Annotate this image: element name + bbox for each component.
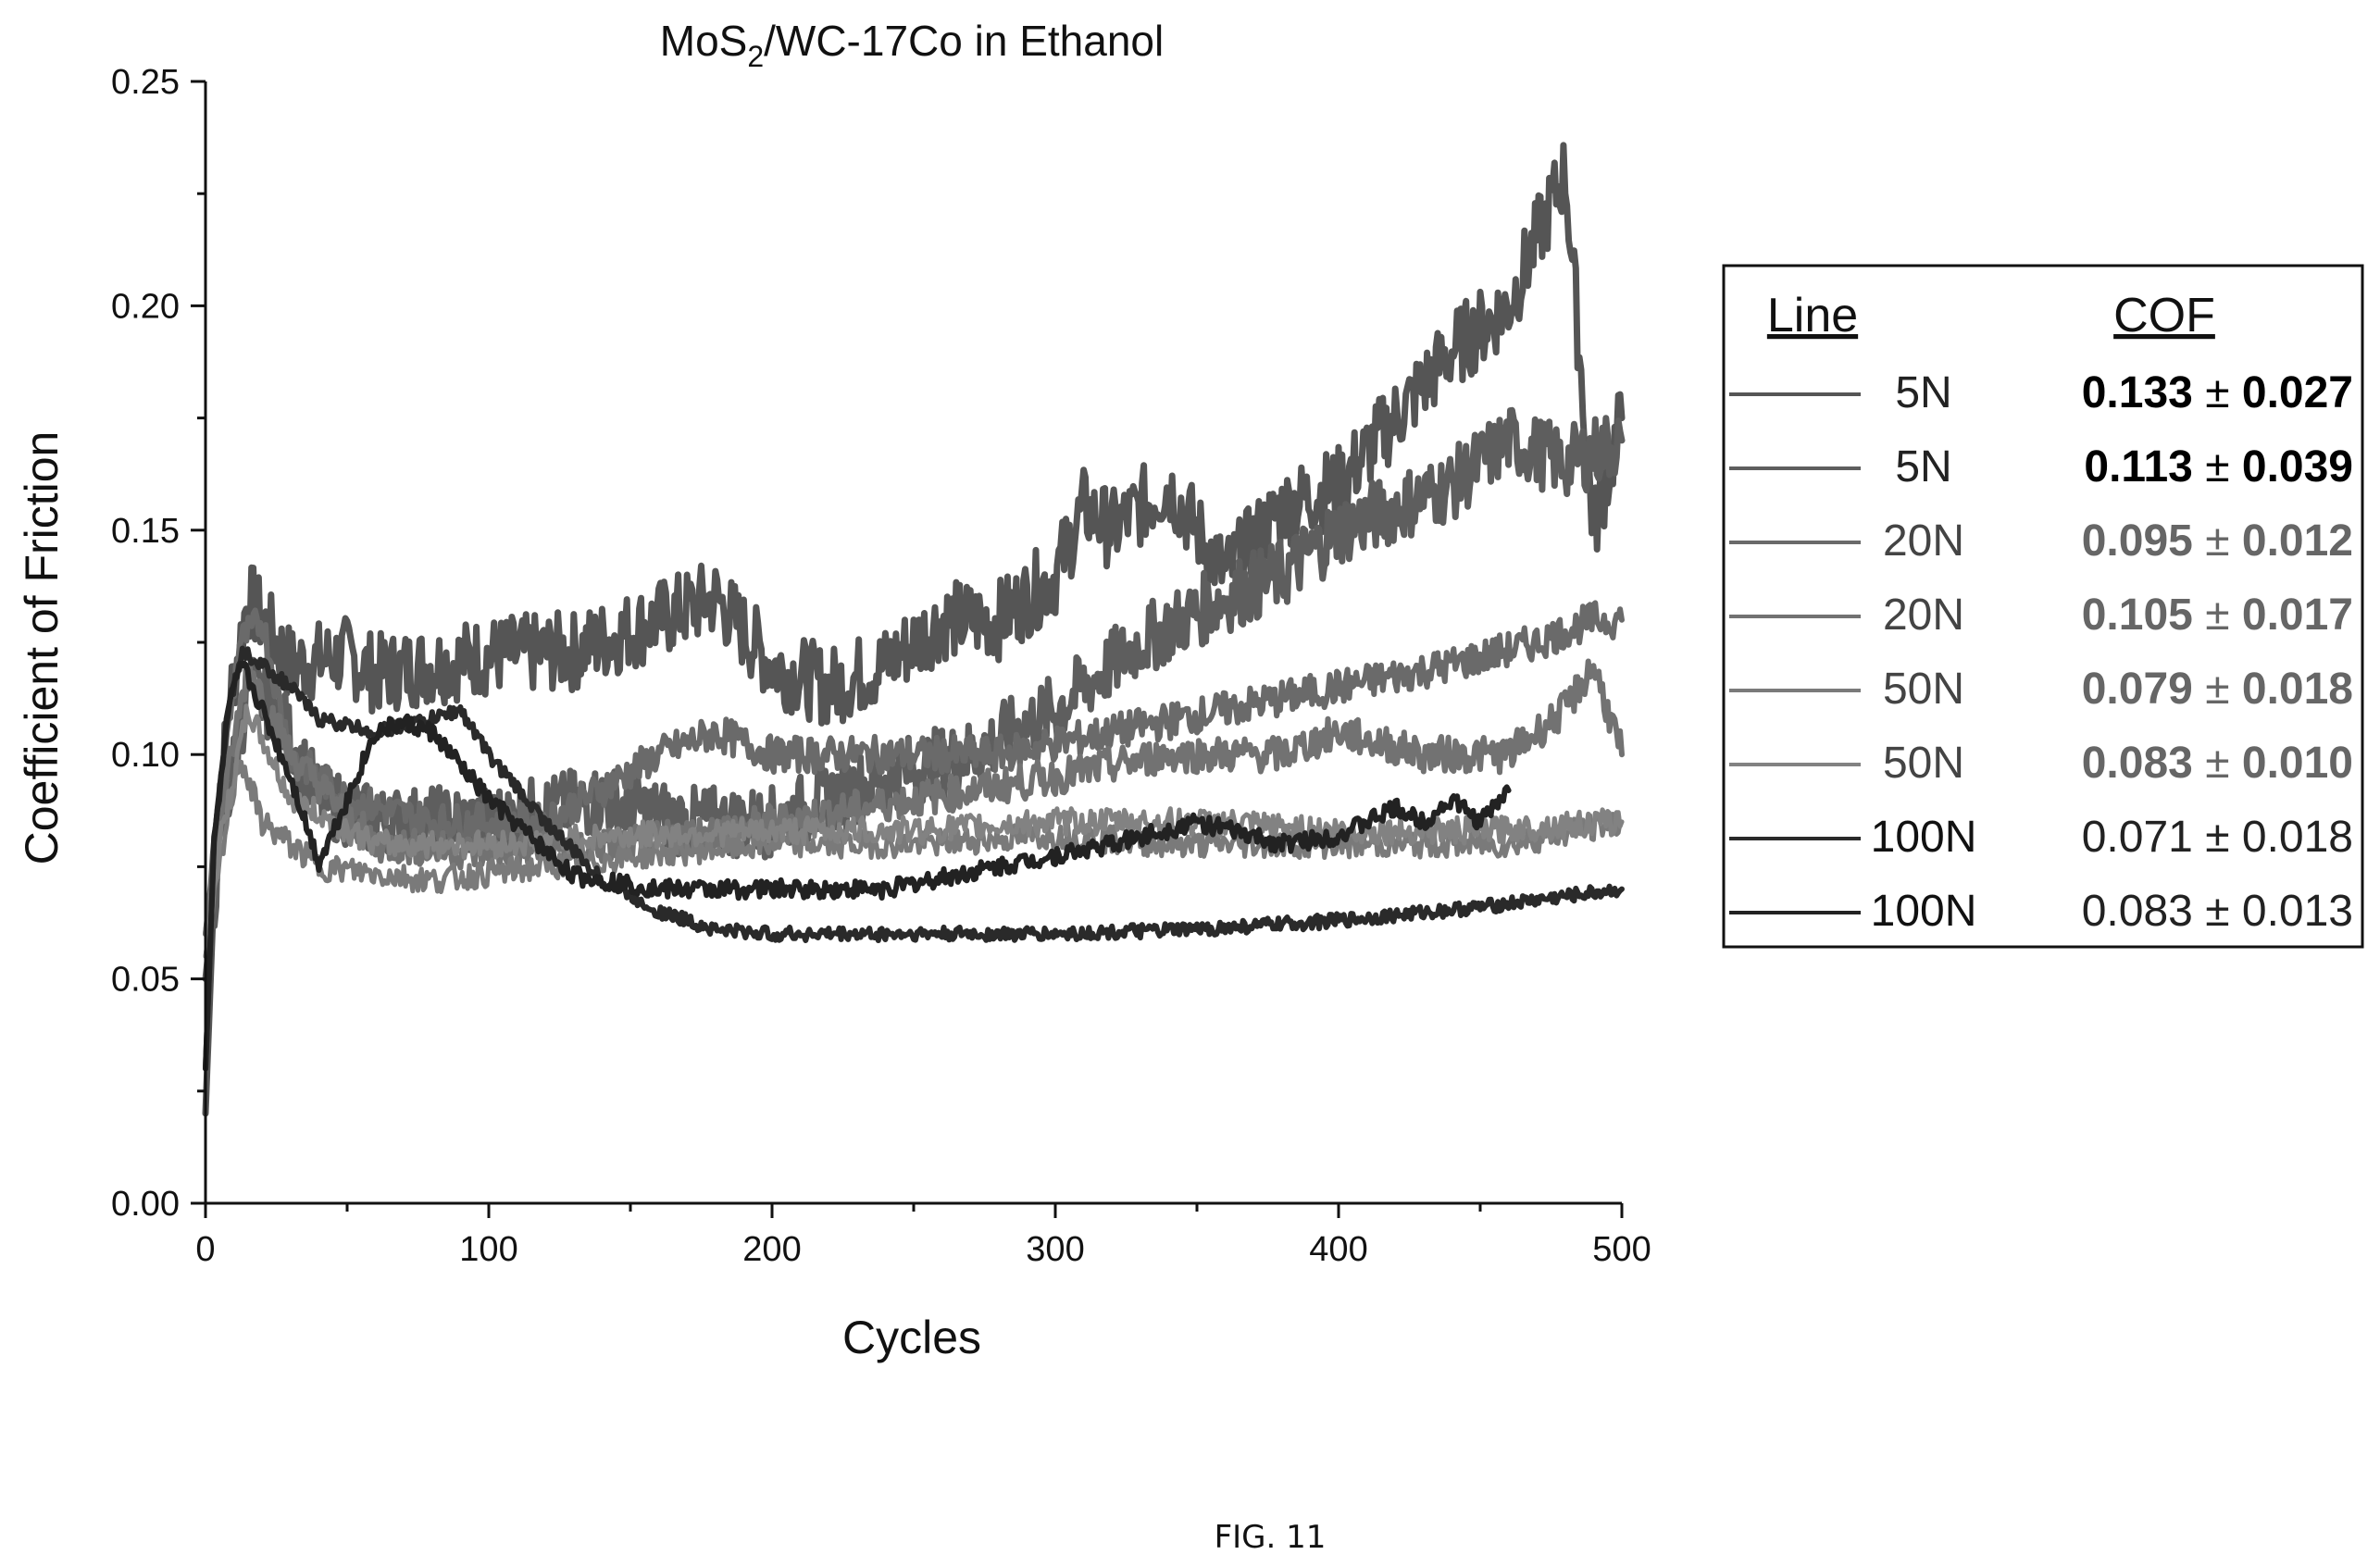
legend-cof-value: 0.083 ± 0.010 [2082, 739, 2353, 788]
legend-cof-value: 0.095 ± 0.012 [2082, 516, 2353, 566]
series-line-5 [203, 759, 1625, 959]
legend-line-label: 20N [1883, 516, 1964, 566]
legend-line-label: 20N [1883, 591, 1964, 640]
figure-caption: FIG. 11 [1215, 1519, 1327, 1556]
series-line-7 [203, 645, 1625, 1072]
legend-line-label: 5N [1895, 368, 1951, 417]
axes: 0.00 0.05 0.10 0.15 0.20 0.25 0 100 200 300 400 500 [111, 63, 1651, 1269]
legend-header-line: Line [1767, 289, 1858, 342]
legend-rows: 5N 0.133 ± 0.027 5N 0.113 ± 0.039 20N 0.095 ±… [1729, 368, 2353, 936]
x-tick-label: 200 [742, 1230, 801, 1269]
legend-line-label: 50N [1883, 739, 1964, 788]
y-tick-label: 0.20 [111, 287, 180, 326]
legend-line-label: 5N [1895, 442, 1951, 491]
legend-box [1722, 264, 2364, 949]
legend-line-label: 100N [1871, 887, 1977, 936]
series-layer [202, 142, 1626, 1117]
y-tick-label: 0.05 [111, 961, 180, 1000]
series-line-3 [203, 600, 1625, 938]
chart-title-rest: /WC-17Co in Ethanol [764, 17, 1164, 65]
legend-cof-value: 0.079 ± 0.018 [2082, 665, 2353, 714]
x-axis-title: Cycles [842, 1312, 981, 1363]
series-line-6 [203, 703, 1625, 959]
chart-title-main: MoS [660, 17, 748, 65]
chart-title-subscript: 2 [747, 40, 764, 73]
legend-cof-value: 0.133 ± 0.027 [2082, 368, 2353, 417]
legend-cof-value: 0.071 ± 0.018 [2082, 813, 2353, 862]
legend-cof-value: 0.083 ± 0.013 [2082, 887, 2353, 936]
x-tick-label: 400 [1309, 1230, 1367, 1269]
y-tick-label: 0.15 [111, 512, 180, 551]
chart-title: MoS2/WC-17Co in Ethanol [660, 17, 1164, 73]
series-line-8 [203, 660, 1512, 1072]
y-tick-label: 0.10 [111, 736, 180, 775]
x-tick-label: 300 [1026, 1230, 1084, 1269]
legend-line-label: 100N [1871, 813, 1977, 862]
x-tick-label: 500 [1592, 1230, 1651, 1269]
legend: Line COF 5N 0.133 ± 0.027 5N 0.113 ± 0.039 2… [1722, 264, 2364, 949]
legend-cof-value: 0.113 ± 0.039 [2084, 442, 2353, 491]
y-tick-label: 0.00 [111, 1185, 180, 1224]
y-tick-label: 0.25 [111, 63, 180, 102]
legend-line-label: 50N [1883, 665, 1964, 714]
legend-header-cof: COF [2113, 289, 2215, 342]
series-line-1 [202, 142, 1626, 1117]
legend-cof-value: 0.105 ± 0.017 [2082, 591, 2353, 640]
y-axis-title: Coefficient of Friction [16, 431, 68, 865]
x-tick-label: 0 [195, 1230, 215, 1269]
x-tick-label: 100 [459, 1230, 517, 1269]
